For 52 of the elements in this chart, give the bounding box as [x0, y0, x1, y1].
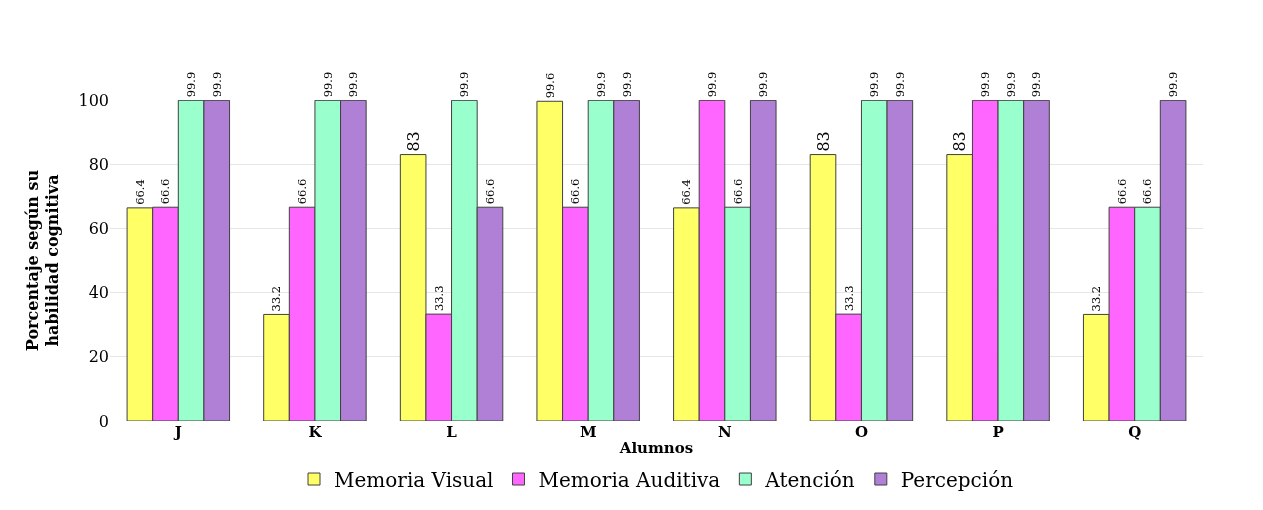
data-label: 83 [813, 131, 833, 152]
data-label: 33.2 [269, 285, 284, 312]
data-label: 33.2 [1089, 285, 1104, 312]
legend-label: Memoria Visual [334, 467, 494, 492]
y-tick-label: 0 [98, 411, 109, 431]
data-label: 33.3 [841, 285, 856, 312]
x-tick-label: P [992, 423, 1004, 441]
data-label: 99.9 [867, 71, 882, 98]
x-tick-label: O [854, 423, 868, 441]
x-axis-title: Alumnos [618, 439, 694, 457]
data-label: 99.6 [542, 72, 557, 99]
y-axis-title: Porcentaje según su habilidad cognitiva [22, 169, 63, 352]
data-label: 66.4 [132, 179, 147, 205]
data-label: 99.9 [184, 71, 199, 98]
data-label: 99.9 [978, 71, 993, 98]
data-label: 33.3 [431, 285, 446, 312]
data-label: 99.9 [320, 71, 335, 98]
data-label: 83 [950, 131, 970, 152]
data-label: 66.6 [568, 178, 583, 205]
data-label: 66.4 [679, 179, 694, 205]
y-tick-label: 20 [88, 347, 109, 367]
x-tick-label: J [172, 423, 182, 441]
data-label: 99.9 [1166, 71, 1181, 98]
y-tick-label: 40 [88, 283, 109, 303]
data-label: 99.9 [457, 71, 472, 98]
data-label: 66.6 [482, 178, 497, 205]
x-tick-label: Q [1128, 423, 1142, 441]
data-label: 99.9 [756, 71, 771, 98]
x-tick-label: N [717, 423, 732, 441]
y-tick-label: 60 [88, 219, 109, 238]
legend-label: Atención [764, 467, 855, 492]
data-label: 66.6 [1114, 178, 1129, 205]
data-label: 99.9 [346, 71, 361, 98]
data-label: 66.6 [158, 178, 173, 205]
legend-label: Percepción [900, 467, 1014, 492]
data-label: 99.9 [892, 71, 907, 98]
data-label: 83 [403, 131, 423, 152]
data-label: 99.9 [1003, 71, 1018, 98]
x-tick-label: L [446, 423, 458, 441]
x-tick-label: M [579, 423, 597, 441]
data-label: 99.9 [593, 71, 608, 98]
data-label: 99.9 [704, 71, 719, 98]
data-label: 66.6 [1140, 178, 1155, 205]
data-label: 99.9 [619, 71, 634, 98]
data-label: 99.9 [209, 71, 224, 98]
x-tick-label: K [308, 423, 323, 441]
legend-label: Memoria Auditiva [538, 467, 721, 492]
data-label: 66.6 [730, 178, 745, 205]
y-tick-label: 100 [78, 90, 109, 110]
data-label: 66.6 [295, 178, 310, 205]
y-tick-label: 80 [88, 154, 109, 174]
data-label: 99.9 [1029, 71, 1044, 98]
